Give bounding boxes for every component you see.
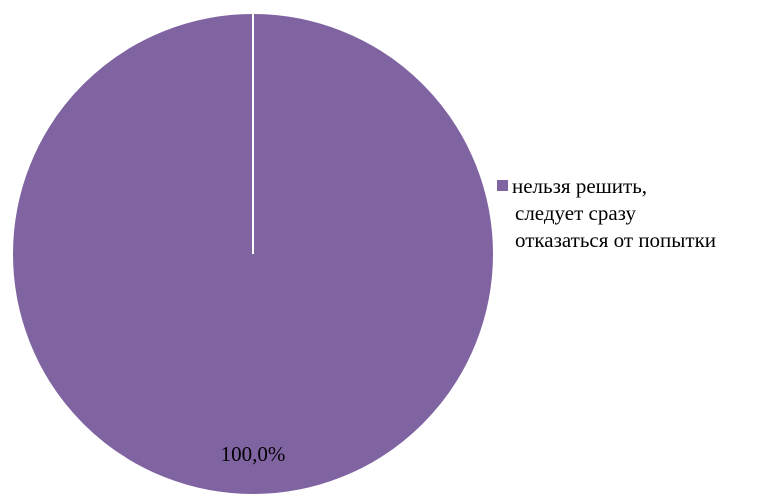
- legend-item: нельзя решить, следует сразу отказаться …: [497, 173, 772, 254]
- legend-line-1: нельзя решить,: [497, 173, 772, 200]
- legend-swatch: [497, 180, 508, 191]
- legend-label-line-2: следует сразу: [515, 201, 636, 225]
- legend-label-line-1: нельзя решить,: [512, 174, 648, 198]
- data-label: 100,0%: [221, 442, 286, 466]
- chart-legend: нельзя решить, следует сразу отказаться …: [497, 173, 772, 254]
- legend-label-line-3: отказаться от попытки: [515, 228, 717, 252]
